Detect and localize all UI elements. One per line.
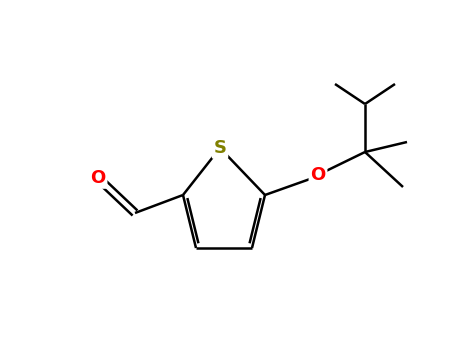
Text: O: O — [91, 169, 106, 187]
Text: S: S — [213, 139, 227, 157]
Text: O: O — [310, 166, 326, 184]
